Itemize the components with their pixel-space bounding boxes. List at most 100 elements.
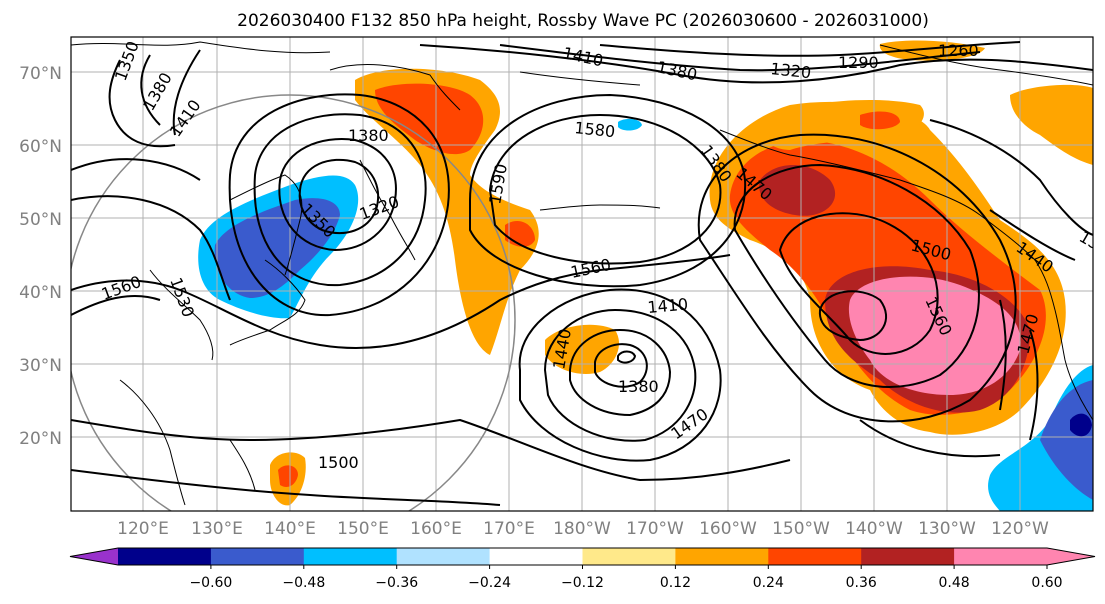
colorbar: −0.60 −0.48 −0.36 −0.24 −0.12 0.12 0.24 0.36 0.4… <box>69 547 1096 591</box>
colorbar-outline <box>69 547 1096 566</box>
contour-nw-1 <box>108 59 176 148</box>
lat-label: 40°N <box>19 283 62 303</box>
contour-ne-2 <box>989 209 1076 261</box>
contour-north-2 <box>499 44 981 72</box>
anomaly-positive-bering-core <box>375 83 484 155</box>
contour-nw-2 <box>140 54 161 126</box>
lon-label: 150°E <box>337 519 389 539</box>
lon-label: 170°W <box>626 519 684 539</box>
coast-alaska-west <box>519 71 641 86</box>
anomaly-negative-east-pacific-core <box>1040 380 1093 500</box>
latitude-labels: 70°N 60°N 50°N 40°N 30°N 20°N <box>19 64 62 449</box>
colorbar-tick-label: 0.24 <box>753 575 784 591</box>
contour-kamchatka-low-4 <box>228 93 450 317</box>
figure-title: 2026030400 F132 850 hPa height, Rossby W… <box>237 11 929 31</box>
coast-chukotka <box>329 64 461 111</box>
map-gridlines <box>71 37 1093 511</box>
colorbar-tick-label: −0.24 <box>468 575 511 591</box>
lon-label: 120°E <box>117 519 169 539</box>
lon-label: 180°W <box>553 519 611 539</box>
coast-aleutians <box>539 204 661 211</box>
longitude-labels: 120°E 130°E 140°E 150°E 160°E 170°E 180°… <box>117 519 1049 539</box>
colorbar-box <box>396 548 491 565</box>
anomaly-positive-gulf-core-north <box>759 165 836 216</box>
contour-central-low-2 <box>543 308 697 442</box>
coast-philippines <box>229 439 256 491</box>
contour-label: 1290 <box>838 53 879 72</box>
anomaly-positive-alaska-core <box>860 111 900 130</box>
lat-label: 70°N <box>19 64 62 84</box>
contour-kamchatka-low-3 <box>253 113 427 287</box>
lon-label: 130°E <box>191 519 243 539</box>
contour-label: 1380 <box>618 377 659 396</box>
colorbar-box <box>768 548 862 565</box>
anomaly-negative-small-bering <box>618 118 642 131</box>
contour-zonal-1530 <box>71 294 161 316</box>
colorbar-box <box>954 548 1048 565</box>
contour-gulf-low-4 <box>818 290 887 342</box>
colorbar-tick-label: −0.60 <box>189 575 232 591</box>
contour-north-3 <box>599 41 1021 57</box>
contour-se-1 <box>859 419 1001 458</box>
lon-label: 140°E <box>264 519 316 539</box>
map-frame <box>70 36 1094 512</box>
contour-kamchatka-low-2 <box>298 158 380 235</box>
lat-label: 30°N <box>19 356 62 376</box>
colorbar-box <box>118 548 212 565</box>
lon-label: 170°E <box>483 519 535 539</box>
contour-bering-high-1 <box>488 113 722 265</box>
coast-china <box>119 379 186 506</box>
contour-south-1 <box>71 418 791 482</box>
anomaly-positive-philippines-core <box>278 465 298 487</box>
colorbar-tick-label: −0.12 <box>561 575 604 591</box>
contour-gulf-low-3 <box>778 212 939 355</box>
contour-central-low-1 <box>518 288 722 462</box>
height-contours <box>71 41 1093 506</box>
contour-gulf-low-1 <box>697 133 1017 423</box>
coast-canada-west <box>979 214 1056 311</box>
anomaly-negative-east-pacific-peak <box>1070 413 1092 437</box>
lon-label: 160°W <box>699 519 757 539</box>
colorbar-box <box>489 548 583 565</box>
contour-gulf-low-2 <box>733 163 980 388</box>
shaded-anomalies <box>198 40 1093 511</box>
contour-west-1 <box>71 195 231 301</box>
colorbar-box <box>210 548 305 565</box>
contour-west-2 <box>71 158 201 181</box>
lon-label: 140°W <box>845 519 903 539</box>
coast-siberia <box>71 41 331 54</box>
lon-label: 120°W <box>991 519 1049 539</box>
coast-japan <box>229 259 306 346</box>
coast-alaska-north <box>879 44 1093 86</box>
contour-label: 1260 <box>938 41 979 60</box>
analysis-domain-circle <box>71 94 516 511</box>
lat-label: 20°N <box>19 429 62 449</box>
colorbar-extend-max <box>1047 548 1095 565</box>
coast-california <box>1054 309 1093 421</box>
contour-label: 1410 <box>647 295 689 317</box>
lon-label: 150°W <box>772 519 830 539</box>
colorbar-box <box>582 548 676 565</box>
colorbar-box <box>861 548 955 565</box>
colorbar-box <box>303 548 398 565</box>
contour-nw-3 <box>172 49 201 136</box>
coast-alaska-south <box>719 129 981 216</box>
lat-label: 50°N <box>19 210 62 230</box>
contour-bering-high-2 <box>469 93 747 288</box>
colorbar-tick-label: 0.60 <box>1031 575 1062 591</box>
contour-label: 1500 <box>318 453 359 472</box>
colorbar-tick-label: 0.36 <box>846 575 877 591</box>
colorbar-tick-label: −0.48 <box>282 575 325 591</box>
lon-label: 160°E <box>410 519 462 539</box>
contour-east-1 <box>999 299 1007 411</box>
contour-south-2 <box>71 469 501 506</box>
contour-central-low-4 <box>594 343 648 388</box>
colorbar-extend-min <box>70 548 118 565</box>
contour-central-low-5 <box>617 350 637 364</box>
colorbar-box <box>675 548 769 565</box>
lat-label: 60°N <box>19 137 62 157</box>
contour-east-2 <box>1029 329 1039 441</box>
anomaly-negative-japan-core <box>214 198 340 298</box>
contour-label: 1580 <box>574 118 616 141</box>
